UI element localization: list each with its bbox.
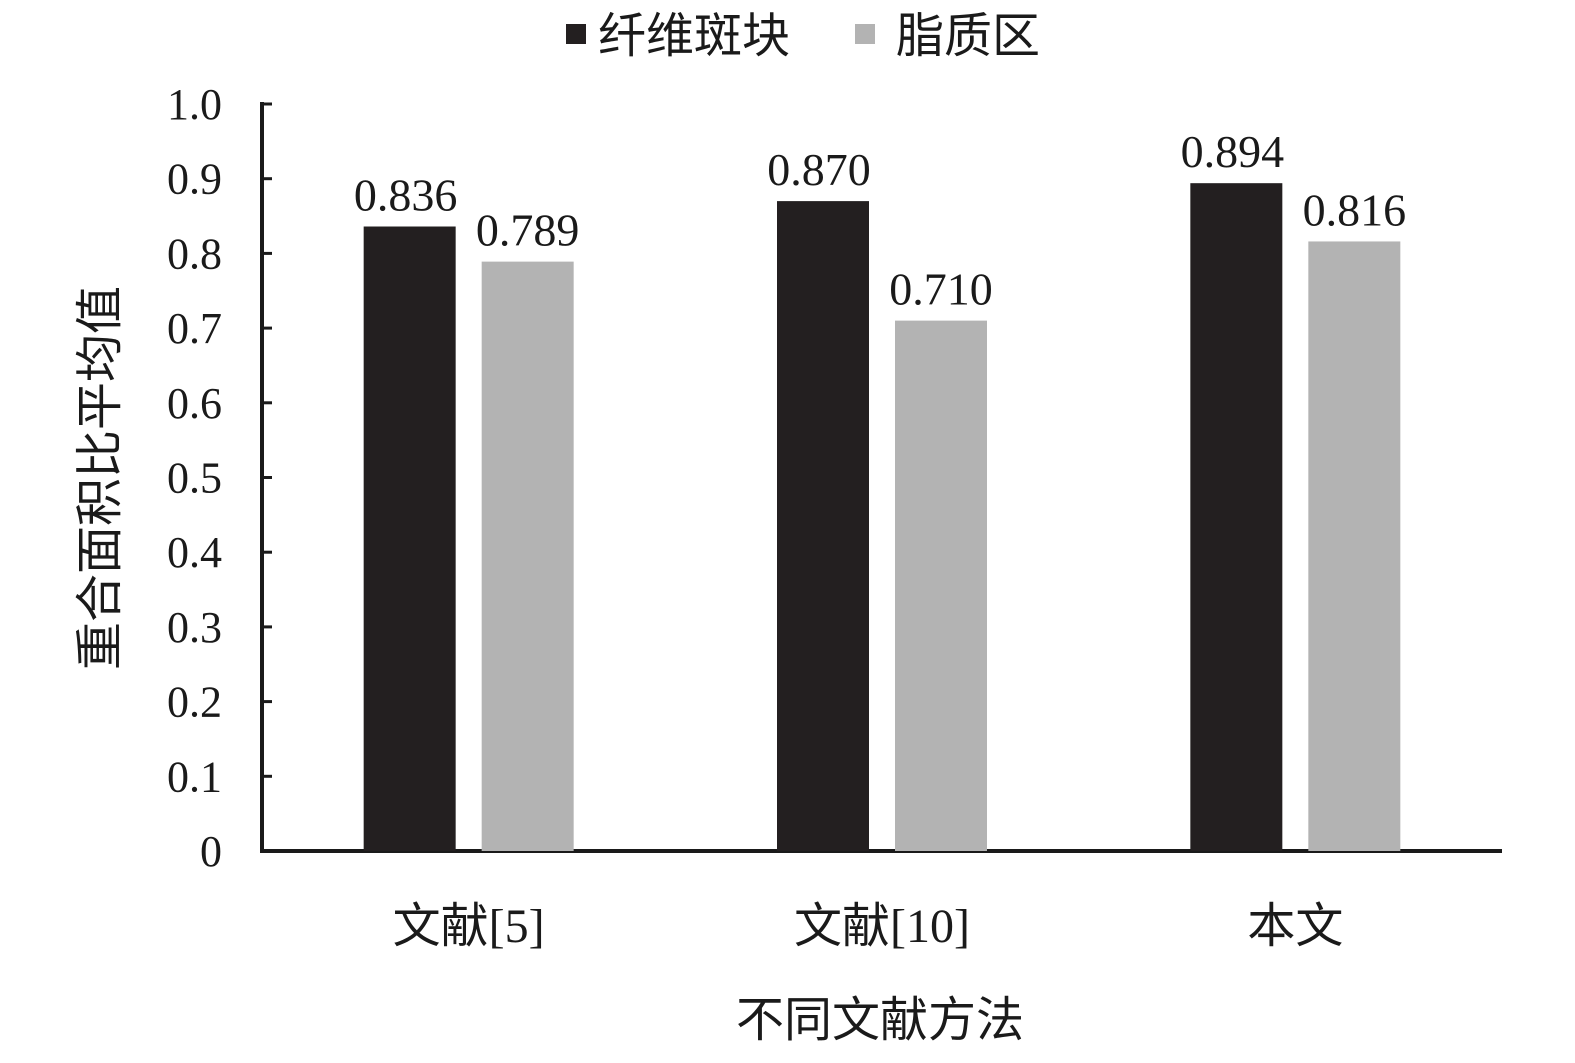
y-tick-label: 0.5 [167,454,222,503]
legend-label: 纤维斑块 [598,10,790,63]
bar-lipid-zone [895,320,987,851]
bar-fibrous-plaque [1190,183,1283,851]
y-axis-title: 重合面积比平均值 [74,286,127,670]
y-tick-label: 0.6 [167,379,222,428]
y-axis: 0 0.1 0.2 0.3 0.4 0.5 0.6 0.7 0.8 0.9 1.0 [167,80,272,876]
legend: 纤维斑块 脂质区 [566,10,1040,63]
data-label: 0.789 [476,205,580,256]
x-category-label: 文献[10] [794,900,970,953]
y-tick-label: 0.8 [167,229,222,278]
y-tick-label: 0.3 [167,603,222,652]
legend-label: 脂质区 [896,10,1040,63]
y-tick-label: 0.7 [167,304,222,353]
y-tick-label: 1.0 [167,80,222,129]
x-axis: 文献[5] 文献[10] 本文 [260,849,1502,953]
data-label: 0.894 [1181,126,1285,177]
legend-swatch [566,24,586,44]
y-tick-label: 0.1 [167,752,222,801]
bar-fibrous-plaque [363,226,456,851]
x-axis-title: 不同文献方法 [736,994,1024,1047]
data-label: 0.870 [767,144,871,195]
bars [363,183,1401,852]
y-tick-label: 0.9 [167,155,222,204]
x-category-label: 本文 [1247,900,1343,953]
bar-fibrous-plaque [777,201,869,852]
data-labels: 0.836 0.789 0.870 0.710 0.894 0.816 [354,126,1406,314]
x-category-label: 文献[5] [393,900,545,953]
bar-lipid-zone [1308,241,1401,851]
y-tick-label: 0.2 [167,678,222,727]
data-label: 0.836 [354,170,458,221]
y-tick-label: 0 [200,827,222,876]
legend-swatch [855,24,875,44]
data-label: 0.710 [889,264,993,315]
data-label: 0.816 [1303,184,1407,235]
bar-lipid-zone [481,261,574,851]
y-tick-label: 0.4 [167,528,222,577]
